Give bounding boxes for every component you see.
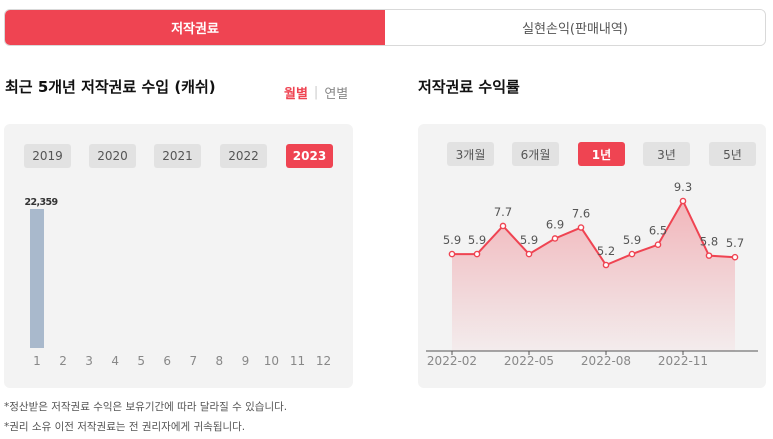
return-value-label: 6.5: [649, 224, 667, 238]
month-tick-label: 5: [137, 354, 145, 368]
return-point: [448, 250, 456, 258]
year-2022-button[interactable]: 2022: [220, 144, 267, 168]
return-area-fill: [452, 201, 735, 351]
return-value-label: 5.9: [520, 233, 538, 247]
note-holding-period: *정산받은 저작권료 수익은 보유기간에 따라 달라질 수 있습니다.: [4, 401, 288, 413]
year-2019-button[interactable]: 2019: [24, 144, 71, 168]
return-point: [654, 241, 662, 249]
income-section-title: 최근 5개년 저작권료 수입 (캐쉬): [5, 78, 216, 96]
period-6m-button[interactable]: 6개월: [512, 142, 559, 166]
period-5y-button[interactable]: 5년: [709, 142, 756, 166]
x-tick-label: 2022-08: [581, 354, 631, 368]
return-point: [628, 250, 636, 258]
year-2021-button[interactable]: 2021: [154, 144, 201, 168]
month-tick-label: 8: [216, 354, 224, 368]
month-tick-label: 3: [85, 354, 93, 368]
month-tick-label: 4: [111, 354, 119, 368]
return-point: [499, 222, 507, 230]
income-chart-panel: 2019 2020 2021 2022 2023 22,359 1 2 3 4 5 6 7 8 9…: [4, 124, 353, 388]
return-section-title: 저작권료 수익률: [418, 78, 520, 96]
return-value-label: 5.9: [468, 233, 486, 247]
note-rights-transfer: *권리 소유 이전 저작권료는 전 권리자에게 귀속됩니다.: [4, 421, 246, 433]
return-value-label: 5.7: [726, 236, 744, 250]
return-point: [551, 235, 559, 242]
toggle-yearly[interactable]: 연별: [324, 87, 349, 102]
return-point: [679, 197, 687, 205]
x-tick-label: 2022-11: [658, 354, 708, 368]
income-bar: [30, 209, 44, 348]
year-2023-button[interactable]: 2023: [286, 144, 333, 168]
monthly-yearly-toggle: 월별 | 연별: [284, 83, 348, 102]
return-value-label: 7.7: [494, 205, 512, 219]
toggle-monthly[interactable]: 월별: [284, 87, 308, 102]
return-rate-area-chart: 5.9 5.9 7.7 5.9 6.9 7.6 5.2 5.9 6.5 9.3 5.8 5.7 2022…: [426, 180, 758, 368]
top-tabs: 저작권료 실현손익(판매내역): [4, 9, 766, 46]
return-value-label: 5.9: [623, 233, 641, 247]
month-tick-label: 1: [33, 354, 41, 368]
return-value-label: 7.6: [572, 207, 590, 221]
year-2020-button[interactable]: 2020: [89, 144, 136, 168]
return-point: [473, 250, 481, 258]
return-value-label: 9.3: [674, 180, 692, 194]
x-tick-label: 2022-05: [504, 354, 554, 368]
return-point: [577, 224, 585, 231]
month-tick-label: 2: [59, 354, 67, 368]
period-1y-button[interactable]: 1년: [578, 142, 625, 166]
return-point: [705, 252, 713, 259]
return-chart-panel: 3개월 6개월 1년 3년 5년 5.9 5.9 7.7 5.9 6.9 7.6 5.2 5.…: [418, 124, 766, 388]
return-value-label: 5.9: [443, 233, 461, 247]
x-tick-label: 2022-02: [427, 354, 477, 368]
return-point: [602, 261, 610, 269]
month-tick-label: 10: [264, 354, 279, 368]
return-point: [525, 250, 533, 258]
bar-value-label: 22,359: [24, 197, 57, 208]
return-point: [731, 253, 739, 261]
tab-realized-pnl[interactable]: 실현손익(판매내역): [385, 10, 765, 45]
tab-royalty[interactable]: 저작권료: [5, 10, 385, 45]
return-value-label: 5.8: [700, 235, 718, 249]
period-3m-button[interactable]: 3개월: [447, 142, 494, 166]
return-value-label: 6.9: [546, 217, 564, 231]
toggle-divider: |: [313, 85, 319, 100]
period-3y-button[interactable]: 3년: [643, 142, 690, 166]
month-tick-label: 9: [242, 354, 250, 368]
month-tick-label: 7: [189, 354, 197, 368]
month-tick-label: 12: [316, 354, 331, 368]
month-tick-label: 6: [163, 354, 171, 368]
month-tick-label: 11: [290, 354, 305, 368]
return-value-label: 5.2: [597, 244, 615, 258]
return-series-line: [452, 198, 736, 267]
